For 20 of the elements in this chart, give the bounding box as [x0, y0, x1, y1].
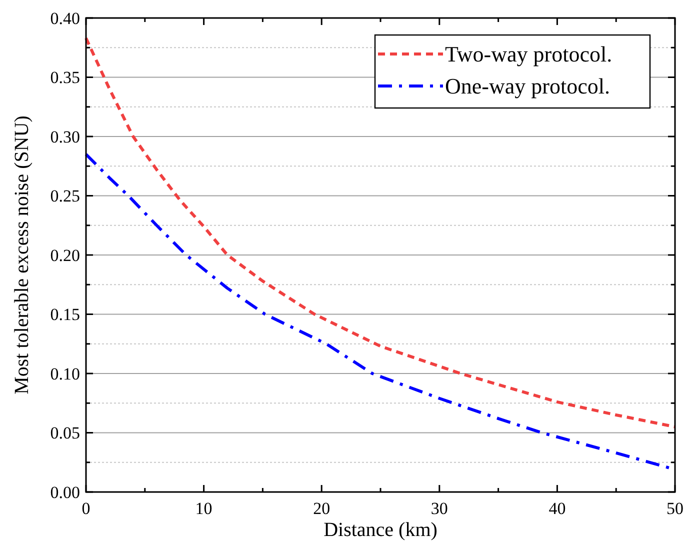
x-tick-label: 10	[195, 499, 212, 518]
y-tick-label: 0.00	[50, 482, 80, 502]
y-tick-label: 0.25	[50, 186, 80, 206]
legend-label: Two-way protocol.	[445, 42, 612, 67]
y-tick-label: 0.10	[50, 364, 80, 384]
y-tick-label: 0.20	[50, 246, 80, 265]
x-tick-label: 50	[666, 499, 684, 518]
y-tick-label: 0.15	[50, 305, 80, 324]
y-axis-title: Most tolerable excess noise (SNU)	[11, 116, 33, 394]
x-axis-title: Distance (km)	[324, 519, 438, 541]
y-tick-label: 0.30	[50, 127, 80, 146]
line-series	[84, 36, 676, 428]
y-tick-label: 0.35	[50, 68, 80, 88]
y-tick-label: 0.05	[50, 424, 80, 443]
legend-label: One-way protocol.	[445, 74, 610, 99]
x-tick-label: 30	[430, 499, 448, 518]
x-tick-label: 40	[548, 499, 566, 518]
x-tick-label: 0	[82, 499, 90, 518]
x-tick-label: 20	[313, 499, 330, 518]
y-tick-label: 0.40	[50, 8, 80, 28]
